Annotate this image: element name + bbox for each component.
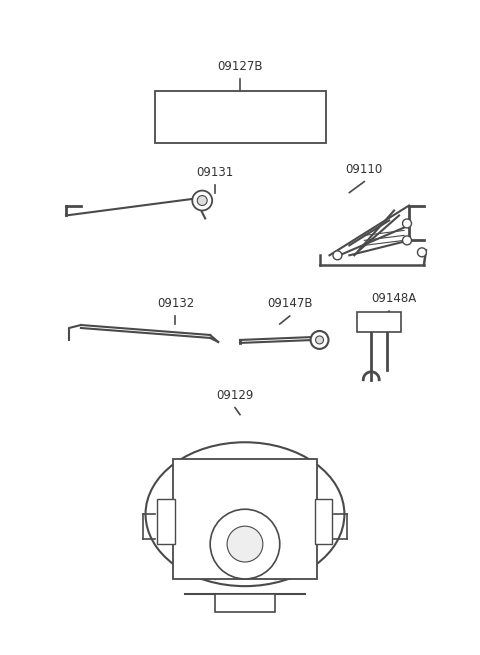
Ellipse shape xyxy=(145,442,344,586)
Bar xyxy=(215,594,275,612)
Circle shape xyxy=(418,248,426,257)
Text: 09147B: 09147B xyxy=(267,297,312,310)
Circle shape xyxy=(403,219,411,228)
Text: 09110: 09110 xyxy=(346,162,383,176)
Text: 09129: 09129 xyxy=(216,388,254,402)
Bar xyxy=(357,312,401,332)
Circle shape xyxy=(333,251,342,260)
Circle shape xyxy=(210,509,280,579)
Circle shape xyxy=(192,191,212,210)
Circle shape xyxy=(315,336,324,344)
Text: 09132: 09132 xyxy=(157,297,194,310)
Text: 09131: 09131 xyxy=(196,166,234,179)
Bar xyxy=(314,499,333,544)
Bar xyxy=(173,459,316,579)
Circle shape xyxy=(227,526,263,562)
Bar xyxy=(156,91,326,143)
Circle shape xyxy=(197,196,207,206)
Circle shape xyxy=(403,236,411,245)
Bar xyxy=(157,499,175,544)
Circle shape xyxy=(311,331,328,349)
Text: 09148A: 09148A xyxy=(372,292,417,305)
Text: 09127B: 09127B xyxy=(217,60,263,73)
